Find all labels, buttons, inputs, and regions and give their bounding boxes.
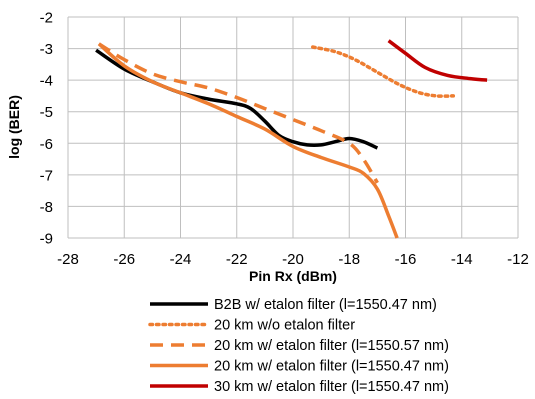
y-tick-label: -4 (40, 73, 53, 90)
series-line-4 (97, 42, 399, 239)
y-tick-label: -7 (40, 167, 53, 184)
x-tick-label: -24 (170, 251, 192, 268)
x-tick-label: -12 (507, 251, 529, 268)
y-tick-label: -8 (40, 199, 53, 216)
y-tick-label: -9 (40, 231, 53, 248)
y-tick-label: -5 (40, 104, 53, 121)
y-axis-tick-labels: -2 -3 -4 -5 -6 -7 -8 -9 (40, 10, 53, 248)
x-axis-title: Pin Rx (dBm) (249, 268, 337, 284)
legend-label: B2B w/ etalon filter (l=1550.47 nm) (214, 297, 437, 313)
y-axis-title: log (BER) (6, 95, 22, 159)
legend-label: 30 km w/ etalon filter (l=1550.47 nm) (214, 379, 449, 395)
gridlines (67, 16, 519, 239)
y-tick-label: -6 (40, 136, 53, 153)
x-tick-label: -16 (395, 251, 417, 268)
y-tick-label: -2 (40, 10, 53, 27)
x-axis-tick-labels: -28 -26 -24 -22 -20 -18 -16 -14 -12 (57, 251, 529, 268)
x-tick-label: -22 (226, 251, 248, 268)
x-tick-label: -14 (451, 251, 473, 268)
series-line-5 (387, 39, 488, 82)
x-tick-label: -28 (57, 251, 79, 268)
y-tick-label: -3 (40, 41, 53, 58)
legend-label: 20 km w/ etalon filter (l=1550.47 nm) (214, 359, 449, 375)
legend: B2B w/ etalon filter (l=1550.47 nm) 20 km… (148, 297, 449, 395)
series-line-2 (310, 45, 456, 98)
x-tick-label: -26 (113, 251, 135, 268)
legend-label: 20 km w/o etalon filter (214, 318, 355, 334)
x-tick-label: -20 (282, 251, 304, 268)
plot-area (95, 39, 488, 239)
x-tick-label: -18 (338, 251, 360, 268)
legend-label: 20 km w/ etalon filter (l=1550.57 nm) (214, 338, 449, 354)
